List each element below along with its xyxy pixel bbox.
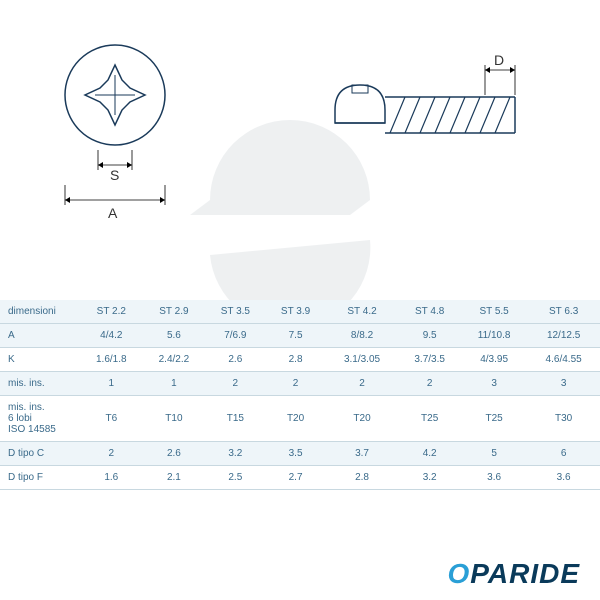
table-cell: 2.6 [205, 348, 265, 372]
table-column-header: ST 3.9 [265, 300, 325, 324]
table-cell: 3.5 [265, 442, 325, 466]
table-cell: 2.5 [205, 466, 265, 490]
logo-part-1: O [447, 558, 470, 589]
table-cell: 7.5 [265, 324, 325, 348]
table-cell: 8/8.2 [326, 324, 399, 348]
table-cell: 3 [527, 372, 600, 396]
table-cell: 5.6 [143, 324, 206, 348]
table-row-label: D tipo F [0, 466, 80, 490]
table-cell: 2 [205, 372, 265, 396]
brand-logo: OPARIDE [447, 558, 580, 590]
table-row-label: A [0, 324, 80, 348]
table-cell: 3.7/3.5 [398, 348, 461, 372]
table-column-header: ST 3.5 [205, 300, 265, 324]
table-cell: 1.6/1.8 [80, 348, 143, 372]
table-column-header: ST 4.2 [326, 300, 399, 324]
table-cell: 2.4/2.2 [143, 348, 206, 372]
table-cell: T10 [143, 396, 206, 442]
table-cell: 2 [80, 442, 143, 466]
table-cell: 3.2 [205, 442, 265, 466]
table-column-header: ST 6.3 [527, 300, 600, 324]
table-header-label: dimensioni [0, 300, 80, 324]
table-cell: 9.5 [398, 324, 461, 348]
table-cell: 4/3.95 [461, 348, 527, 372]
table-cell: 3.7 [326, 442, 399, 466]
table-cell: 1 [80, 372, 143, 396]
table-column-header: ST 2.9 [143, 300, 206, 324]
dim-label-a: A [108, 205, 118, 221]
screw-side-view: D [330, 55, 560, 180]
table-cell: T20 [326, 396, 399, 442]
table-row-label: D tipo C [0, 442, 80, 466]
table-cell: 1.6 [80, 466, 143, 490]
table-cell: 3.1/3.05 [326, 348, 399, 372]
table-row-label: mis. ins. 6 lobi ISO 14585 [0, 396, 80, 442]
table-cell: 2 [265, 372, 325, 396]
table-column-header: ST 4.8 [398, 300, 461, 324]
table-cell: 2 [398, 372, 461, 396]
table-cell: 2.1 [143, 466, 206, 490]
table-cell: T30 [527, 396, 600, 442]
table-cell: 2.8 [326, 466, 399, 490]
technical-diagram: S A [0, 0, 600, 300]
table-cell: 3.6 [461, 466, 527, 490]
table-cell: 2.7 [265, 466, 325, 490]
table-cell: T25 [398, 396, 461, 442]
table-cell: 4.6/4.55 [527, 348, 600, 372]
table-cell: 3.2 [398, 466, 461, 490]
table-cell: 4.2 [398, 442, 461, 466]
table-row-label: mis. ins. [0, 372, 80, 396]
table-column-header: ST 2.2 [80, 300, 143, 324]
table-cell: 12/12.5 [527, 324, 600, 348]
table-cell: 1 [143, 372, 206, 396]
table-cell: 7/6.9 [205, 324, 265, 348]
table-column-header: ST 5.5 [461, 300, 527, 324]
table-cell: T6 [80, 396, 143, 442]
table-cell: T25 [461, 396, 527, 442]
table-cell: T20 [265, 396, 325, 442]
dim-label-d: D [494, 55, 504, 68]
logo-part-2: P [470, 558, 488, 589]
table-cell: 2 [326, 372, 399, 396]
table-cell: 2.8 [265, 348, 325, 372]
table-cell: 3 [461, 372, 527, 396]
table-cell: 11/10.8 [461, 324, 527, 348]
logo-part-3: ARIDE [488, 558, 580, 589]
table-cell: 3.6 [527, 466, 600, 490]
table-cell: 5 [461, 442, 527, 466]
table-cell: 6 [527, 442, 600, 466]
table-cell: 2.6 [143, 442, 206, 466]
table-cell: 4/4.2 [80, 324, 143, 348]
dim-label-s: S [110, 167, 119, 183]
table-row-label: K [0, 348, 80, 372]
screw-head-top-view: S A [60, 40, 220, 245]
dimensions-table: dimensioniST 2.2ST 2.9ST 3.5ST 3.9ST 4.2… [0, 300, 600, 490]
table-cell: T15 [205, 396, 265, 442]
